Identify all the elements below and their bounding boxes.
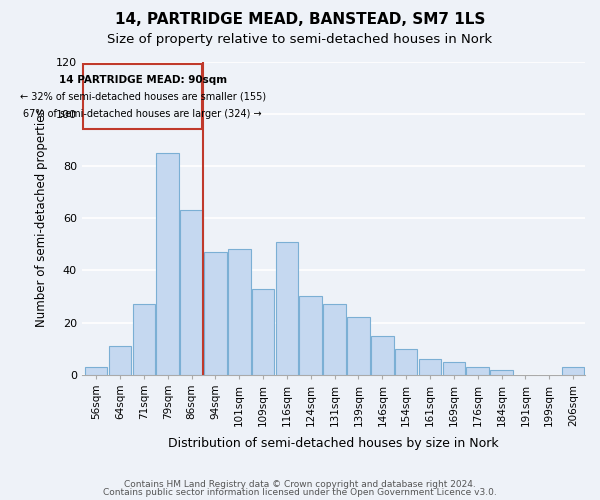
- Bar: [180, 210, 203, 374]
- FancyBboxPatch shape: [83, 64, 202, 130]
- Bar: [395, 348, 418, 374]
- Text: 14 PARTRIDGE MEAD: 90sqm: 14 PARTRIDGE MEAD: 90sqm: [59, 75, 227, 85]
- Text: ← 32% of semi-detached houses are smaller (155): ← 32% of semi-detached houses are smalle…: [20, 92, 266, 102]
- Bar: [466, 367, 489, 374]
- Bar: [275, 242, 298, 374]
- Bar: [228, 250, 251, 374]
- Bar: [252, 288, 274, 374]
- Bar: [109, 346, 131, 374]
- Bar: [443, 362, 465, 374]
- Bar: [419, 359, 442, 374]
- Bar: [133, 304, 155, 374]
- Bar: [323, 304, 346, 374]
- X-axis label: Distribution of semi-detached houses by size in Nork: Distribution of semi-detached houses by …: [168, 437, 499, 450]
- Bar: [562, 367, 584, 374]
- Text: Contains public sector information licensed under the Open Government Licence v3: Contains public sector information licen…: [103, 488, 497, 497]
- Bar: [347, 318, 370, 374]
- Bar: [157, 153, 179, 374]
- Bar: [85, 367, 107, 374]
- Bar: [490, 370, 513, 374]
- Bar: [299, 296, 322, 374]
- Y-axis label: Number of semi-detached properties: Number of semi-detached properties: [35, 109, 47, 328]
- Text: Size of property relative to semi-detached houses in Nork: Size of property relative to semi-detach…: [107, 32, 493, 46]
- Text: 14, PARTRIDGE MEAD, BANSTEAD, SM7 1LS: 14, PARTRIDGE MEAD, BANSTEAD, SM7 1LS: [115, 12, 485, 28]
- Text: 67% of semi-detached houses are larger (324) →: 67% of semi-detached houses are larger (…: [23, 108, 262, 118]
- Text: Contains HM Land Registry data © Crown copyright and database right 2024.: Contains HM Land Registry data © Crown c…: [124, 480, 476, 489]
- Bar: [371, 336, 394, 374]
- Bar: [204, 252, 227, 374]
